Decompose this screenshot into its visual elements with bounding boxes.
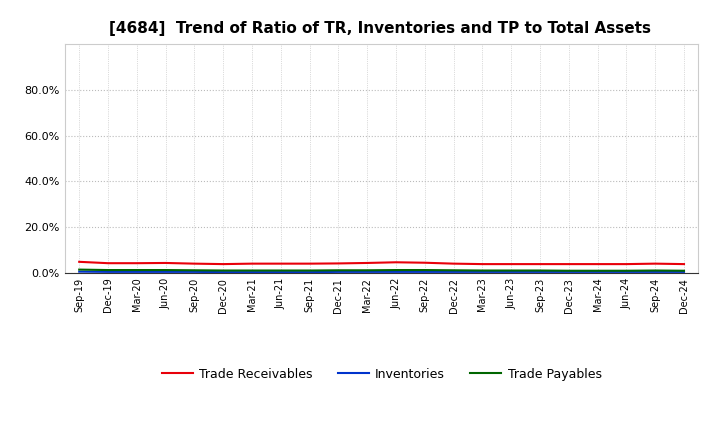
Trade Receivables (392, 260, 400, 265)
Trade Receivables (305, 261, 314, 266)
Line: Trade Payables: Trade Payables (79, 270, 684, 271)
Inventories (478, 269, 487, 275)
Text: [4684]  Trend of Ratio of TR, Inventories and TP to Total Assets: [4684] Trend of Ratio of TR, Inventories… (109, 21, 651, 36)
Inventories (651, 269, 660, 275)
Trade Receivables (161, 260, 170, 266)
Trade Receivables (219, 261, 228, 267)
Trade Payables (651, 268, 660, 273)
Trade Payables (536, 268, 544, 273)
Inventories (507, 269, 516, 275)
Trade Payables (363, 268, 372, 273)
Inventories (75, 269, 84, 274)
Trade Payables (248, 268, 256, 273)
Trade Receivables (478, 261, 487, 267)
Trade Receivables (593, 261, 602, 267)
Trade Receivables (334, 261, 343, 266)
Trade Payables (334, 268, 343, 273)
Trade Payables (219, 268, 228, 273)
Trade Receivables (680, 261, 688, 267)
Trade Receivables (651, 261, 660, 266)
Trade Payables (104, 268, 112, 273)
Trade Receivables (564, 261, 573, 267)
Trade Receivables (536, 261, 544, 267)
Inventories (622, 269, 631, 275)
Line: Inventories: Inventories (79, 271, 684, 272)
Trade Receivables (248, 261, 256, 266)
Inventories (248, 269, 256, 275)
Inventories (276, 269, 285, 275)
Trade Payables (680, 268, 688, 273)
Inventories (680, 269, 688, 275)
Inventories (104, 269, 112, 275)
Inventories (190, 269, 199, 275)
Trade Receivables (363, 260, 372, 266)
Trade Payables (420, 268, 429, 273)
Inventories (334, 269, 343, 275)
Trade Receivables (507, 261, 516, 267)
Trade Payables (507, 268, 516, 273)
Inventories (593, 269, 602, 275)
Trade Receivables (104, 260, 112, 266)
Trade Payables (478, 268, 487, 273)
Trade Receivables (75, 259, 84, 264)
Trade Receivables (449, 261, 458, 266)
Legend: Trade Receivables, Inventories, Trade Payables: Trade Receivables, Inventories, Trade Pa… (157, 363, 606, 385)
Trade Payables (190, 268, 199, 273)
Trade Payables (305, 268, 314, 273)
Inventories (392, 269, 400, 275)
Trade Payables (593, 268, 602, 273)
Trade Payables (392, 268, 400, 273)
Trade Receivables (190, 261, 199, 266)
Trade Payables (132, 268, 141, 273)
Trade Payables (75, 267, 84, 272)
Inventories (219, 269, 228, 275)
Inventories (449, 269, 458, 275)
Inventories (564, 269, 573, 275)
Trade Payables (161, 268, 170, 273)
Trade Receivables (622, 261, 631, 267)
Inventories (420, 269, 429, 275)
Trade Receivables (420, 260, 429, 265)
Trade Payables (622, 268, 631, 273)
Inventories (305, 269, 314, 275)
Inventories (161, 269, 170, 275)
Trade Payables (449, 268, 458, 273)
Trade Payables (564, 268, 573, 273)
Inventories (132, 269, 141, 275)
Trade Receivables (132, 260, 141, 266)
Trade Payables (276, 268, 285, 273)
Line: Trade Receivables: Trade Receivables (79, 262, 684, 264)
Trade Receivables (276, 261, 285, 266)
Inventories (363, 269, 372, 275)
Inventories (536, 269, 544, 275)
